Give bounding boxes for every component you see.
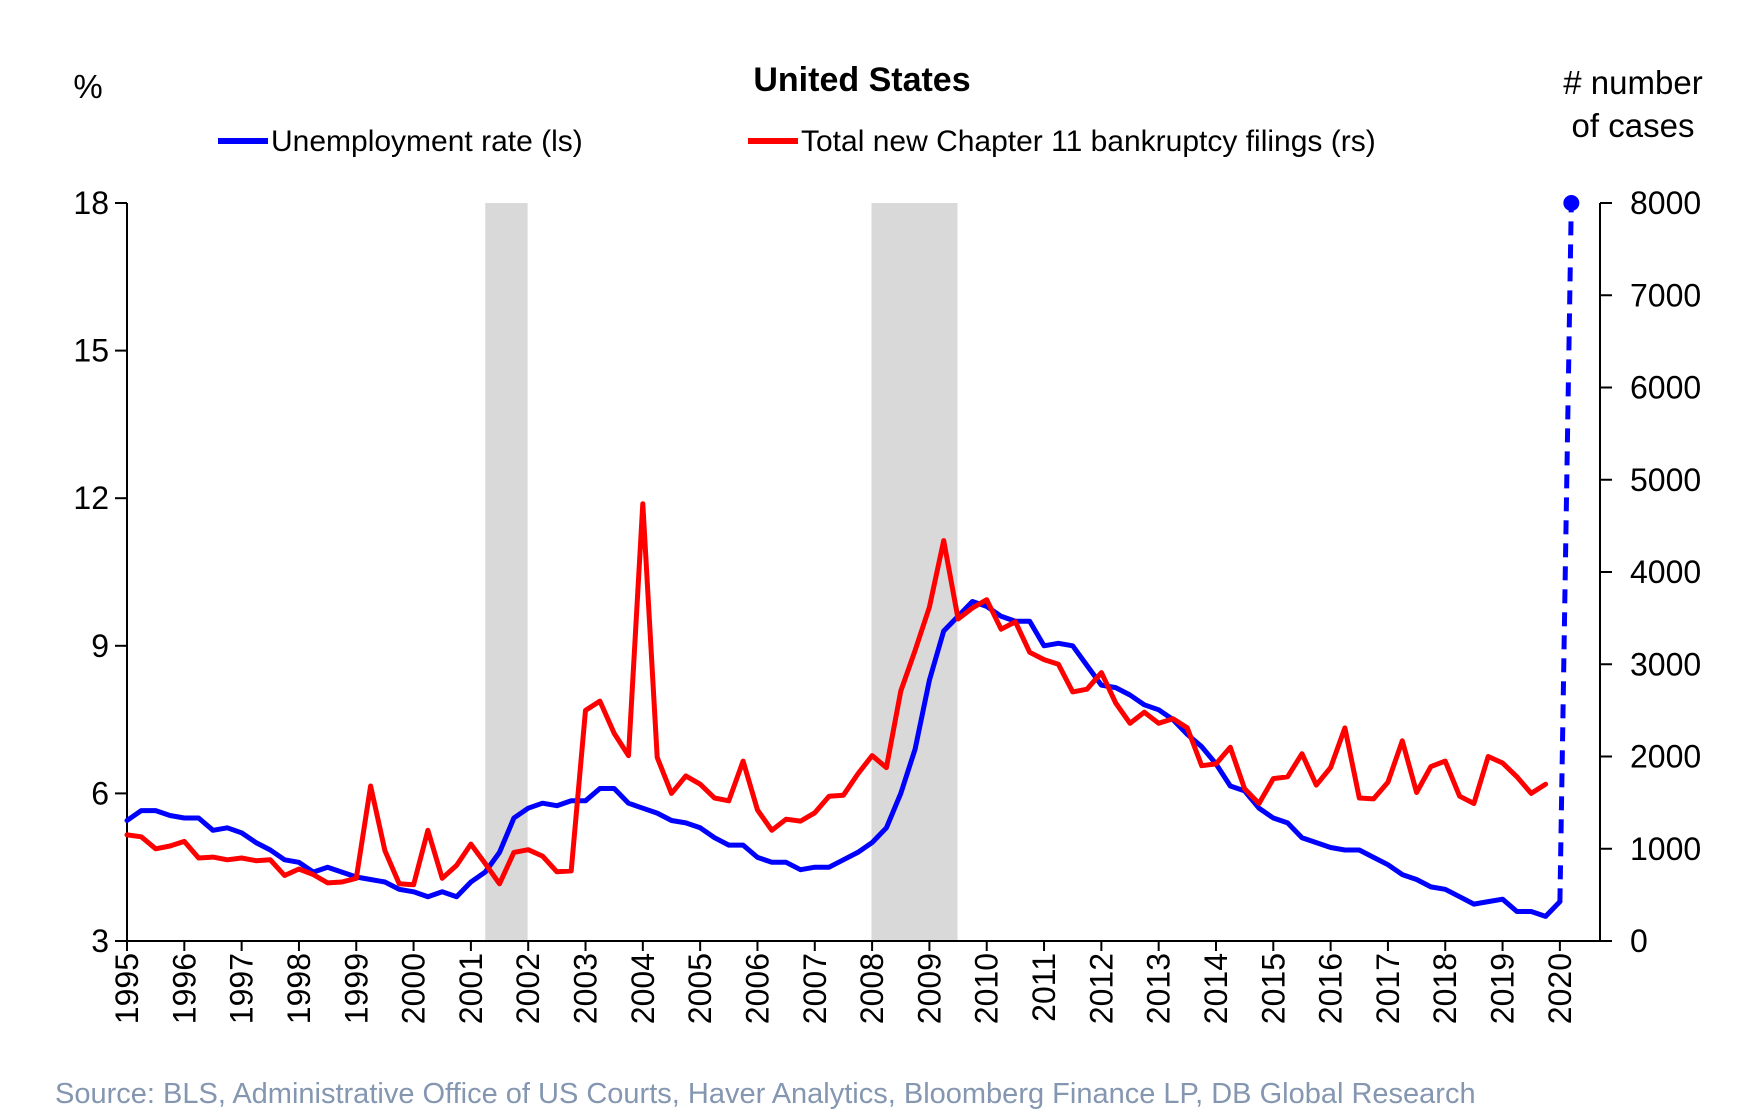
right-tick-label: 4000 (1630, 554, 1701, 590)
x-tick-label: 2002 (510, 953, 546, 1024)
x-tick-label: 2004 (625, 953, 661, 1024)
series (124, 195, 1580, 919)
left-tick-label: 12 (73, 480, 109, 516)
x-tick-label: 2018 (1427, 953, 1463, 1024)
left-tick-label: 3 (91, 923, 109, 959)
series-line-bankruptcy (124, 501, 1549, 888)
series-line-projection (1557, 202, 1574, 903)
x-tick-label: 2015 (1255, 953, 1291, 1024)
x-tick-label: 1996 (166, 953, 202, 1024)
right-tick-label: 7000 (1630, 277, 1701, 313)
x-tick-label: 2012 (1083, 953, 1119, 1024)
left-tick-label: 15 (73, 333, 109, 369)
x-tick-label: 2008 (854, 953, 890, 1024)
chart-title: United States (753, 61, 970, 99)
right-tick-label: 1000 (1630, 831, 1701, 867)
x-tick-label: 2010 (969, 953, 1005, 1024)
right-tick-label: 5000 (1630, 462, 1701, 498)
x-tick-label: 2003 (568, 953, 604, 1024)
left-axis-label: % (73, 68, 102, 105)
ticks: 3 6 9 12 15 18 0 1000 2000 3000 4000 5000 6000 7000 80… (73, 185, 1701, 1024)
x-tick-label: 2001 (453, 953, 489, 1024)
right-tick-label: 0 (1630, 923, 1648, 959)
left-tick-label: 18 (73, 185, 109, 221)
source-note: Source: BLS, Administrative Office of US… (55, 1078, 1476, 1110)
axes (126, 203, 1601, 942)
right-tick-label: 2000 (1630, 739, 1701, 775)
x-tick-label: 2006 (739, 953, 775, 1024)
x-tick-label: 2013 (1141, 953, 1177, 1024)
x-tick-label: 2017 (1370, 953, 1406, 1024)
right-axis-label-line-1: # number (1563, 64, 1702, 101)
right-tick-label: 6000 (1630, 370, 1701, 406)
x-tick-label: 1997 (224, 953, 260, 1024)
right-axis-label-line-2: of cases (1572, 107, 1695, 144)
legend-label-bankruptcy: Total new Chapter 11 bankruptcy filings … (801, 125, 1376, 158)
left-tick-label: 6 (91, 775, 109, 811)
left-tick-label: 9 (91, 628, 109, 664)
x-tick-label: 2007 (797, 953, 833, 1024)
x-tick-label: 1999 (338, 953, 374, 1024)
x-tick-label: 1995 (109, 953, 145, 1024)
recession-band (871, 203, 958, 941)
series-line-unemployment (124, 599, 1563, 919)
right-tick-label: 3000 (1630, 646, 1701, 682)
legend-label-unemployment: Unemployment rate (ls) (271, 125, 583, 158)
x-tick-label: 2009 (911, 953, 947, 1024)
x-tick-label: 2000 (396, 953, 432, 1024)
legend: Unemployment rate (ls) Total new Chapter… (218, 125, 1376, 158)
recession-band (485, 203, 528, 941)
x-tick-label: 2005 (682, 953, 718, 1024)
x-tick-label: 2020 (1542, 953, 1578, 1024)
x-tick-label: 1998 (281, 953, 317, 1024)
recession-shading (485, 203, 958, 941)
x-tick-label: 2016 (1313, 953, 1349, 1024)
x-tick-label: 2014 (1198, 953, 1234, 1024)
projection-end-point (1563, 195, 1580, 211)
x-tick-label: 2019 (1485, 953, 1521, 1024)
x-tick-label: 2011 (1026, 953, 1062, 1022)
right-tick-label: 8000 (1630, 185, 1701, 221)
